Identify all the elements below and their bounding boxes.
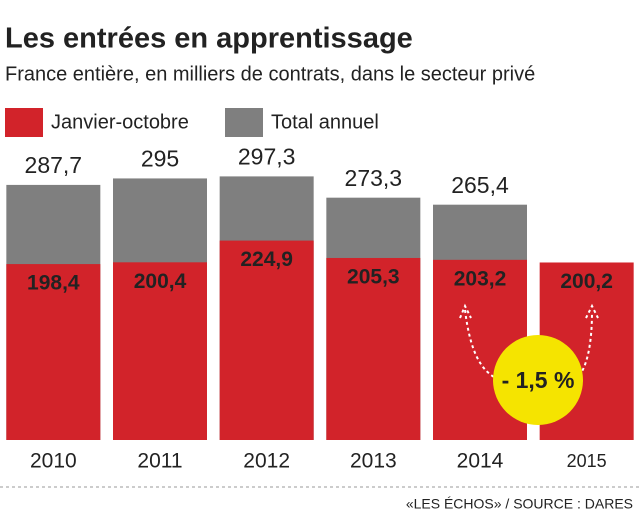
x-tick-label: 2012 [243, 450, 290, 473]
arrowhead-right [585, 303, 599, 319]
value-label: 205,3 [347, 266, 400, 289]
x-tick-label: 2011 [137, 450, 182, 473]
value-label: 295 [141, 146, 179, 172]
bars: 287,7 295 297,3 273,3 265,4 198,4 200,4 224,9 20… [6, 143, 634, 441]
arrowhead-left [459, 303, 472, 319]
value-label: 203,2 [454, 267, 507, 290]
source: «LES ÉCHOS» / SOURCE : DARES [406, 496, 633, 512]
annotation: - 1,5 % [502, 367, 575, 393]
value-label: 273,3 [345, 165, 403, 191]
value-label: 265,4 [451, 172, 509, 198]
arrow-left [464, 309, 501, 381]
x-tick-label: 2014 [457, 450, 504, 473]
legend-label: Janvier-octobre [51, 111, 189, 133]
value-label: 198,4 [27, 272, 80, 295]
x-tick-label: 2013 [350, 450, 397, 473]
annotation-circle [493, 335, 583, 425]
legend-swatch [225, 108, 263, 137]
x-tick-label: 2015 [567, 451, 607, 471]
legend-swatch [5, 108, 43, 137]
annotation-arrows [459, 303, 599, 381]
bar [6, 264, 101, 440]
bar [326, 257, 421, 440]
value-label: 200,4 [134, 270, 187, 293]
bar [113, 262, 207, 440]
bar [219, 240, 314, 440]
arrow-right [574, 311, 593, 381]
value-label: 200,2 [560, 270, 613, 293]
value-label: 297,3 [238, 143, 296, 169]
chart-subtitle: France entière, en milliers de contrats,… [5, 63, 535, 85]
chart-title: Les entrées en apprentissage [5, 23, 413, 55]
x-tick-label: 2010 [30, 450, 77, 473]
legend: Janvier-octobre Total annuel [5, 108, 379, 137]
legend-label: Total annuel [271, 111, 379, 133]
value-label: 287,7 [25, 152, 83, 178]
value-label: 224,9 [240, 248, 293, 271]
